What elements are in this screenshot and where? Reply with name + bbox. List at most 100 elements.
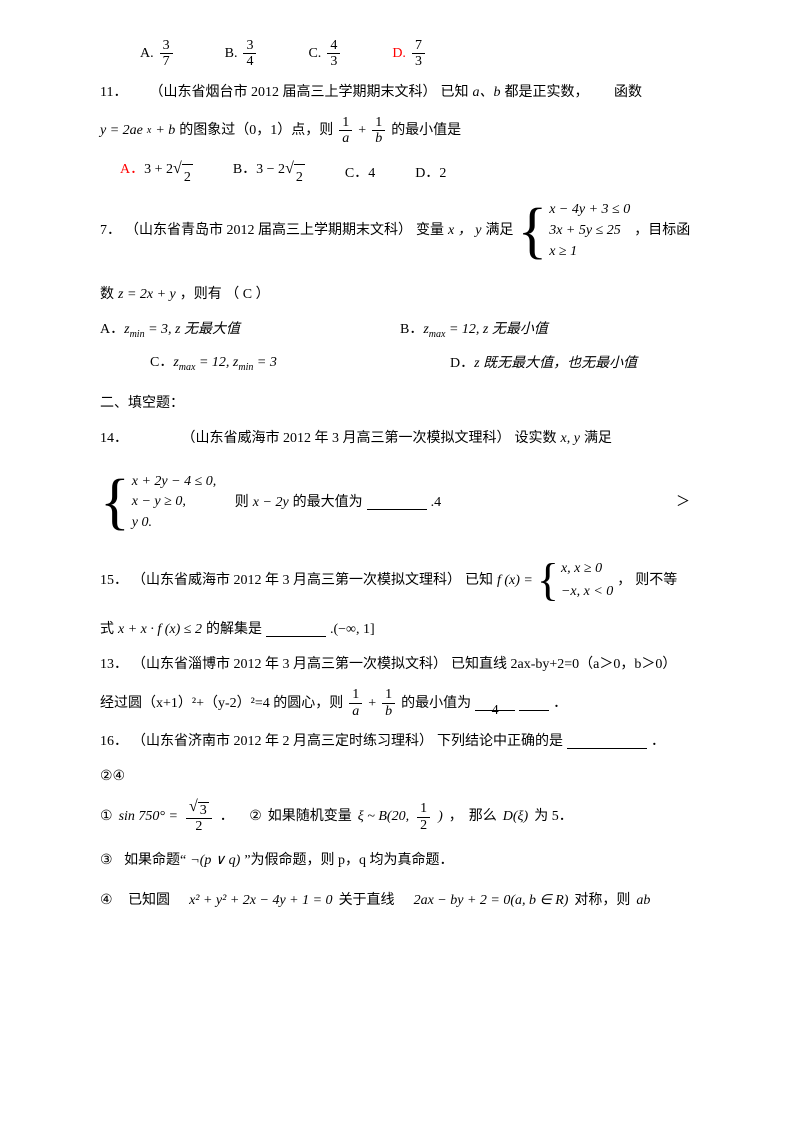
q13-frac1: 1a (349, 687, 362, 719)
q15-blank (266, 622, 326, 637)
q16-i3-label: ③ (100, 848, 113, 873)
option-b-label: B. (225, 41, 238, 66)
q16-i4-eq: x² + y² + 2x − 4y + 1 = 0 (189, 888, 333, 913)
q16-num: 16． (100, 729, 128, 754)
q16-i3-neg: ¬(p ∨ q) (190, 848, 240, 873)
option-d: D. 73 (392, 38, 427, 70)
q16-i3-rest: ”为假命题，则 p，q 均为真命题． (244, 848, 453, 873)
q16-i4-mid: 关于直线 (339, 888, 395, 913)
sqrt-icon: √2 (285, 162, 305, 190)
sqrt-icon: √3 (189, 800, 209, 818)
options-row-top: A. 37 B. 34 C. 43 D. 73 (140, 38, 700, 70)
q14-t3: 的最大值为 (293, 490, 363, 515)
q7-t1: 变量 (416, 218, 444, 243)
q16-i1-frac: √3 2 (186, 800, 212, 835)
q7-line1: 7． （山东省青岛市 2012 届高三上学期期末文科） 变量 x ， y 满足 … (100, 200, 700, 262)
q7-z: z = 2x + y (118, 282, 176, 307)
q16-source: （山东省济南市 2012 年 2 月高三定时练习理科） (132, 729, 433, 754)
q11-opt-a: A．3 + 2√2 (120, 157, 193, 190)
q13-t2: 的最小值为 (401, 691, 471, 716)
option-c-label: C. (308, 41, 321, 66)
q15-source: （山东省威海市 2012 年 3 月高三第一次模拟文理科） (132, 568, 461, 593)
q16-dot: ． (651, 729, 665, 754)
q14-t1: 设实数 (515, 426, 557, 451)
option-a-frac: 37 (160, 38, 173, 70)
q14-gt: ＞ (676, 490, 690, 515)
q11-t4: 的图象过（0，1）点，则 (179, 118, 333, 143)
q11-ab: a、b (472, 80, 500, 105)
q16-i4-eq2: 2ax − by + 2 = 0(a, b ∈ R) (414, 888, 569, 913)
q14-source: （山东省威海市 2012 年 3 月高三第一次模拟文理科） (182, 426, 511, 451)
q11-opt-b: B．3 − 2√2 (233, 157, 305, 190)
q16-item4: ④ 已知圆 x² + y² + 2x − 4y + 1 = 0 关于直线 2ax… (100, 888, 700, 913)
q14-ans: .4 (431, 490, 442, 515)
q16-i4-label: ④ (100, 888, 113, 913)
q11-options: A．3 + 2√2 B．3 − 2√2 C．4 D．2 (120, 157, 700, 190)
q11-num: 11． (100, 80, 127, 105)
q7-line2: 数 z = 2x + y ，则有 （ C ） (100, 282, 700, 307)
q11-sup: x (147, 122, 151, 140)
q13-t1: 已知直线 2ax-by+2=0（a＞0，b＞0） (451, 652, 676, 677)
brace-icon: { (517, 200, 547, 262)
q15-expr: x + x · f (x) ≤ 2 (118, 617, 202, 642)
q13-blank2 (519, 696, 549, 711)
q13-source: （山东省淄博市 2012 年 3 月高三第一次模拟文科） (132, 652, 447, 677)
q13-line1: 13． （山东省淄博市 2012 年 3 月高三第一次模拟文科） 已知直线 2a… (100, 652, 700, 677)
option-a: A. 37 (140, 38, 175, 70)
q16-item3: ③ 如果命题“ ¬(p ∨ q) ”为假命题，则 p，q 均为真命题． (100, 848, 700, 873)
q16-i2-text: 如果随机变量 (268, 804, 352, 829)
q13-blank: 4 (475, 696, 515, 711)
option-d-frac: 73 (412, 38, 425, 70)
sqrt-icon: √2 (173, 162, 193, 190)
q7-options: A．zmin = 3, z 无最大值 B．zmax = 12, z 无最小值 C… (100, 317, 700, 377)
q11-opt-d: D．2 (415, 161, 446, 186)
q15-fx: f (x) = (497, 568, 533, 593)
q11-line2: y = 2aex + b 的图象过（0，1）点，则 1a + 1b 的最小值是 (100, 115, 700, 147)
q16-i1-sin: sin 750° = (119, 804, 178, 829)
q11-t2: 都是正实数， (504, 80, 588, 105)
q11-frac2: 1b (372, 115, 385, 147)
q15-l2: 式 (100, 617, 114, 642)
q16-i2-then: 那么 (469, 804, 497, 829)
q15-t1: 已知 (465, 568, 493, 593)
q16-i4-text: 已知圆 (128, 888, 170, 913)
q15-system: { x, x ≥ 0 −x, x < 0 (537, 557, 613, 603)
q14-then: 则 (235, 490, 249, 515)
q7-system: { x − 4y + 3 ≤ 0 3x + 5y ≤ 25 x ≥ 1 (517, 200, 630, 262)
q11-t5: 的最小值是 (391, 118, 461, 143)
q15-t3: 的解集是 (206, 617, 262, 642)
section2-title: 二、填空题： (100, 391, 700, 416)
q16-i4-ab: ab (636, 888, 650, 913)
q16-ans: ②④ (100, 764, 700, 789)
q11-plus: + (358, 118, 366, 143)
q14-expr: x − 2y (253, 490, 289, 515)
q13-dot: ． (553, 691, 567, 716)
q16-i2-val: 为 5． (534, 804, 573, 829)
q16-i1-dot: ． (220, 804, 234, 829)
q14-blank (367, 495, 427, 510)
q7-opt-a: A．zmin = 3, z 无最大值 (100, 317, 400, 344)
q15-num: 15． (100, 568, 128, 593)
q11-line1: 11． （山东省烟台市 2012 届高三上学期期末文科） 已知 a、b 都是正实… (100, 80, 700, 105)
q16-i2-dxi: D(ξ) (503, 804, 528, 829)
brace-icon: { (537, 557, 559, 603)
q16-i2-comma: ， (449, 804, 463, 829)
q7-num: 7． (100, 218, 121, 243)
q13-line2: 经过圆（x+1）²+（y-2）²=4 的圆心，则 1a + 1b 的最小值为 4… (100, 687, 700, 719)
q13-plus: + (368, 691, 376, 716)
q16-i2-close: ) (438, 804, 443, 829)
option-c-frac: 43 (327, 38, 340, 70)
q7-l2t: 数 (100, 282, 114, 307)
q7-opt-d: D．z 既无最大值，也无最小值 (450, 351, 637, 376)
q11-frac1: 1a (339, 115, 352, 147)
q7-xy: x ， y (448, 218, 481, 243)
q13-l2-1: 经过圆（x+1）²+（y-2）²=4 的圆心，则 (100, 691, 343, 716)
q15-line2: 式 x + x · f (x) ≤ 2 的解集是 .(−∞, 1] (100, 617, 700, 642)
q14-t2: 满足 (584, 426, 612, 451)
q11-plusb: + b (155, 118, 175, 143)
q7-opt-b: B．zmax = 12, z 无最小值 (400, 317, 548, 344)
q15-ans: .(−∞, 1] (330, 617, 375, 642)
q15-comma: ， (617, 568, 631, 593)
q14-system: { x + 2y − 4 ≤ 0, x − y ≥ 0, y 0. (100, 471, 216, 533)
q15-t2: 则不等 (635, 568, 677, 593)
